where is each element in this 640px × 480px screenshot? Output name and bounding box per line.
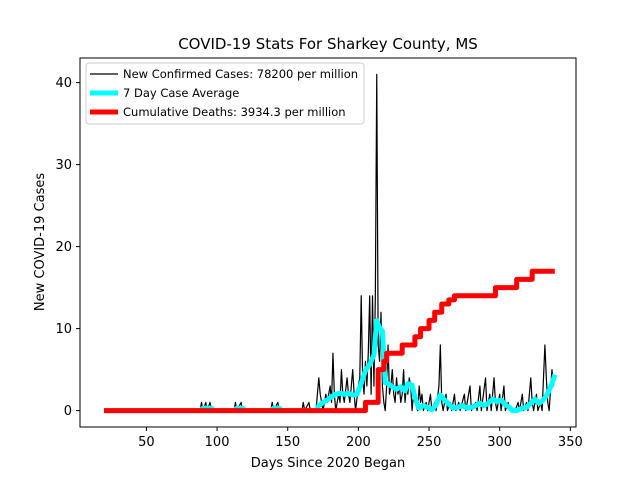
- legend-label-0: New Confirmed Cases: 78200 per million: [123, 67, 358, 81]
- series-line-0: [104, 73, 556, 412]
- y-tick-label-1: 10: [55, 322, 72, 337]
- x-tick-label-2: 150: [275, 435, 300, 450]
- y-axis-ticks: 0 10 20 30 40: [55, 76, 80, 419]
- x-tick-label-0: 50: [138, 435, 155, 450]
- plot-frame: [79, 57, 577, 428]
- x-tick-label-4: 250: [417, 435, 442, 450]
- y-tick-label-2: 20: [55, 240, 72, 255]
- y-tick-label-4: 40: [55, 76, 72, 91]
- x-tick-label-5: 300: [487, 435, 512, 450]
- x-axis-label: Days Since 2020 Began: [251, 456, 406, 471]
- y-axis-label: New COVID-19 Cases: [33, 173, 48, 311]
- legend: New Confirmed Cases: 78200 per million 7 …: [85, 62, 365, 125]
- series-layer: [104, 73, 558, 414]
- x-tick-label-1: 100: [205, 435, 230, 450]
- series-line-2: [104, 268, 555, 414]
- legend-label-1: 7 Day Case Average: [123, 86, 239, 100]
- y-tick-label-0: 0: [64, 404, 72, 419]
- chart-title: COVID-19 Stats For Sharkey County, MS: [178, 35, 478, 53]
- x-tick-label-6: 350: [558, 435, 583, 450]
- x-axis-ticks: 50 100 150 200 250 300 350: [138, 427, 583, 450]
- x-tick-label-3: 200: [346, 435, 371, 450]
- legend-box: [85, 62, 365, 125]
- legend-label-2: Cumulative Deaths: 3934.3 per million: [123, 105, 346, 119]
- y-tick-label-3: 30: [55, 158, 72, 173]
